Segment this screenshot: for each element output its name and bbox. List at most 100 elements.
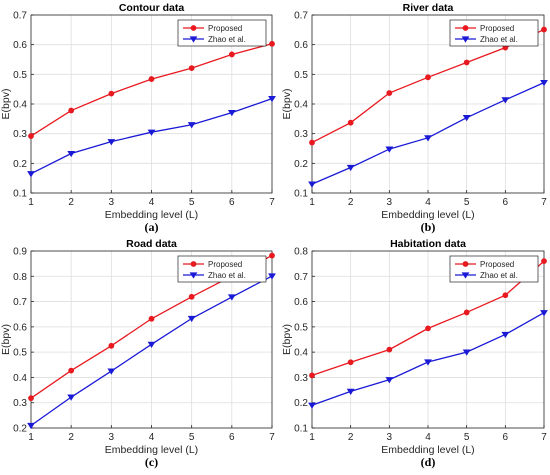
x-tick-label: 3 xyxy=(109,197,115,208)
y-tick-label: 0.3 xyxy=(13,398,27,409)
series-proposed xyxy=(309,258,547,379)
legend-box xyxy=(177,19,267,47)
y-tick-label: 0.7 xyxy=(294,272,308,283)
y-tick-label: 0.5 xyxy=(294,322,308,333)
x-tick-label: 3 xyxy=(387,432,393,443)
data-point xyxy=(425,325,431,332)
panel-label: (d) xyxy=(421,455,436,469)
chart-title: Road data xyxy=(126,238,177,250)
legend-entry-label: Zhao et al. xyxy=(208,271,246,280)
data-point xyxy=(268,273,276,280)
legend-marker xyxy=(461,36,470,43)
y-tick-label: 0.5 xyxy=(13,70,27,81)
data-point xyxy=(385,146,394,153)
panel-label: (c) xyxy=(145,455,158,469)
x-axis-label: Embedding level (L) xyxy=(105,444,198,456)
legend-marker xyxy=(190,261,197,267)
y-tick-label: 0.7 xyxy=(13,297,27,308)
data-point xyxy=(425,74,431,81)
legend-marker xyxy=(462,261,469,267)
data-point xyxy=(386,90,393,96)
y-tick-label: 0.4 xyxy=(294,100,308,111)
data-point xyxy=(501,97,510,104)
y-tick-label: 0.4 xyxy=(13,373,27,384)
data-point xyxy=(347,359,354,366)
y-tick-label: 0.4 xyxy=(13,100,27,111)
x-tick-label: 5 xyxy=(464,432,470,443)
data-point xyxy=(147,129,156,136)
data-point xyxy=(347,119,354,126)
y-tick-label: 0.5 xyxy=(13,348,27,359)
y-tick-label: 0.1 xyxy=(294,424,308,435)
data-point xyxy=(269,40,275,47)
data-point xyxy=(541,26,547,33)
data-point xyxy=(188,293,195,300)
y-tick-label: 0.1 xyxy=(294,189,308,200)
data-point xyxy=(540,310,548,317)
series-zhao-et-al xyxy=(308,80,548,188)
x-tick-label: 1 xyxy=(28,197,34,208)
data-point xyxy=(424,359,432,366)
data-point xyxy=(462,349,471,356)
data-point xyxy=(540,80,548,87)
legend: Proposed Zhao et al. xyxy=(449,255,539,283)
legend-marker xyxy=(462,25,469,31)
y-tick-label: 0.2 xyxy=(13,159,27,170)
x-tick-label: 6 xyxy=(503,197,509,208)
y-tick-label: 0.7 xyxy=(13,11,27,22)
y-tick-label: 0.7 xyxy=(294,11,308,22)
data-point xyxy=(27,171,35,178)
data-point xyxy=(502,292,509,299)
data-point xyxy=(188,65,195,72)
data-point xyxy=(308,402,316,409)
legend: Proposed Zhao et al. xyxy=(177,19,267,47)
legend-marker xyxy=(461,272,470,279)
series-zhao-et-al xyxy=(27,273,276,430)
y-tick-label: 0.6 xyxy=(294,40,308,51)
legend-entry-label: Proposed xyxy=(208,24,242,33)
x-tick-label: 1 xyxy=(309,432,315,443)
chart-title: River data xyxy=(403,2,454,14)
y-tick-label: 0.8 xyxy=(13,272,27,283)
y-tick-label: 0.6 xyxy=(294,297,308,308)
legend-entry-label: Proposed xyxy=(480,24,514,33)
legend-entry-label: Proposed xyxy=(208,260,242,269)
y-tick-label: 0.9 xyxy=(13,247,27,258)
x-tick-label: 7 xyxy=(269,197,275,208)
y-tick-label: 0.6 xyxy=(13,322,27,333)
data-point xyxy=(541,258,547,265)
data-point xyxy=(108,342,115,349)
legend-marker xyxy=(190,25,197,31)
data-point xyxy=(148,76,155,82)
y-tick-label: 0.2 xyxy=(13,424,27,435)
data-point xyxy=(309,372,315,379)
series-zhao-et-al xyxy=(27,96,276,178)
data-point xyxy=(147,341,156,348)
y-axis-label: E(bpv) xyxy=(0,324,12,355)
series-proposed xyxy=(309,26,547,146)
x-tick-label: 2 xyxy=(68,432,74,443)
legend-box xyxy=(177,255,267,283)
data-point xyxy=(108,90,115,97)
y-tick-label: 0.6 xyxy=(13,40,27,51)
x-tick-label: 1 xyxy=(28,432,34,443)
data-point xyxy=(309,139,315,146)
data-point xyxy=(269,252,275,259)
x-tick-label: 7 xyxy=(541,432,547,443)
data-point xyxy=(463,59,470,66)
x-tick-label: 4 xyxy=(425,432,431,443)
y-axis-label: E(bpv) xyxy=(281,89,293,120)
legend-marker xyxy=(189,36,198,43)
chart-panel-4: 1 2 3 4 5 6 7 0.1 0.2 0.3 0.4 0.5 0.6 0.7 0.8 Habitatio… xyxy=(281,238,548,469)
legend-marker xyxy=(189,272,198,279)
data-point xyxy=(462,115,471,122)
data-point xyxy=(187,122,196,129)
x-tick-label: 1 xyxy=(309,197,315,208)
data-point xyxy=(28,395,34,402)
x-tick-label: 2 xyxy=(348,432,354,443)
data-point xyxy=(308,181,316,188)
data-point xyxy=(68,367,75,374)
legend-entry-label: Zhao et al. xyxy=(480,35,518,44)
x-tick-label: 7 xyxy=(541,197,547,208)
x-tick-label: 5 xyxy=(189,197,195,208)
